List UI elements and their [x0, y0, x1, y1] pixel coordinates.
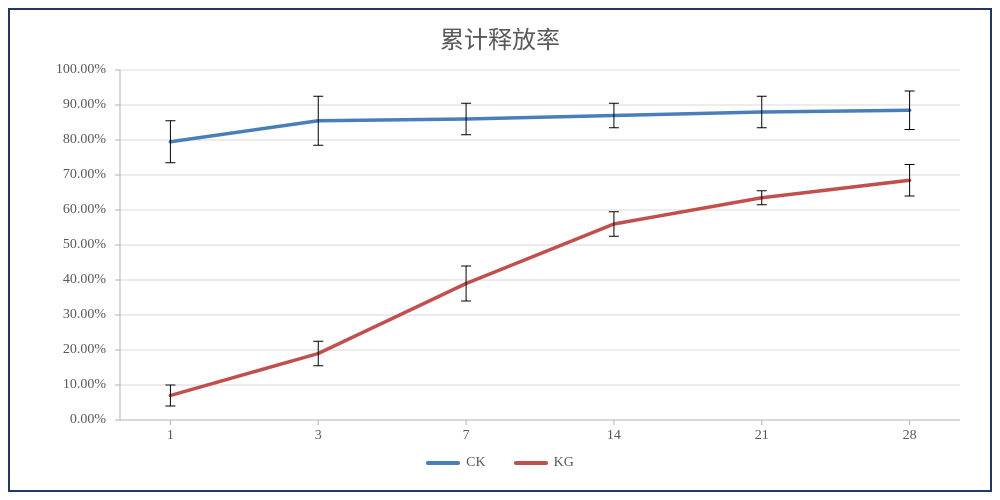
- x-tick-label: 1: [140, 428, 200, 444]
- plot-area: [120, 70, 960, 420]
- legend-swatch: [514, 461, 548, 465]
- y-tick-label: 60.00%: [10, 202, 106, 218]
- y-tick-label: 20.00%: [10, 342, 106, 358]
- x-tick-label: 21: [732, 428, 792, 444]
- series-line-KG: [170, 180, 909, 395]
- x-tick-label: 7: [436, 428, 496, 444]
- x-tick-label: 3: [288, 428, 348, 444]
- y-tick-label: 70.00%: [10, 167, 106, 183]
- chart-title: 累计释放率: [10, 20, 990, 55]
- y-tick-label: 50.00%: [10, 237, 106, 253]
- y-tick-label: 30.00%: [10, 307, 106, 323]
- y-tick-label: 80.00%: [10, 132, 106, 148]
- plot-svg: [120, 70, 960, 420]
- legend-label: KG: [554, 455, 574, 471]
- y-tick-label: 100.00%: [10, 62, 106, 78]
- x-tick-label: 14: [584, 428, 644, 444]
- series-line-CK: [170, 110, 909, 142]
- y-tick-label: 40.00%: [10, 272, 106, 288]
- legend: CK KG: [10, 454, 990, 471]
- chart-container: 累计释放率 0.00% 10.00% 20.00% 30.00% 40.00% 50.00…: [8, 8, 992, 492]
- legend-swatch: [426, 461, 460, 465]
- y-tick-label: 0.00%: [10, 412, 106, 428]
- x-tick-label: 28: [880, 428, 940, 444]
- y-tick-label: 90.00%: [10, 97, 106, 113]
- legend-item-KG: KG: [514, 455, 574, 471]
- y-tick-label: 10.00%: [10, 377, 106, 393]
- legend-label: CK: [466, 455, 485, 471]
- legend-item-CK: CK: [426, 455, 485, 471]
